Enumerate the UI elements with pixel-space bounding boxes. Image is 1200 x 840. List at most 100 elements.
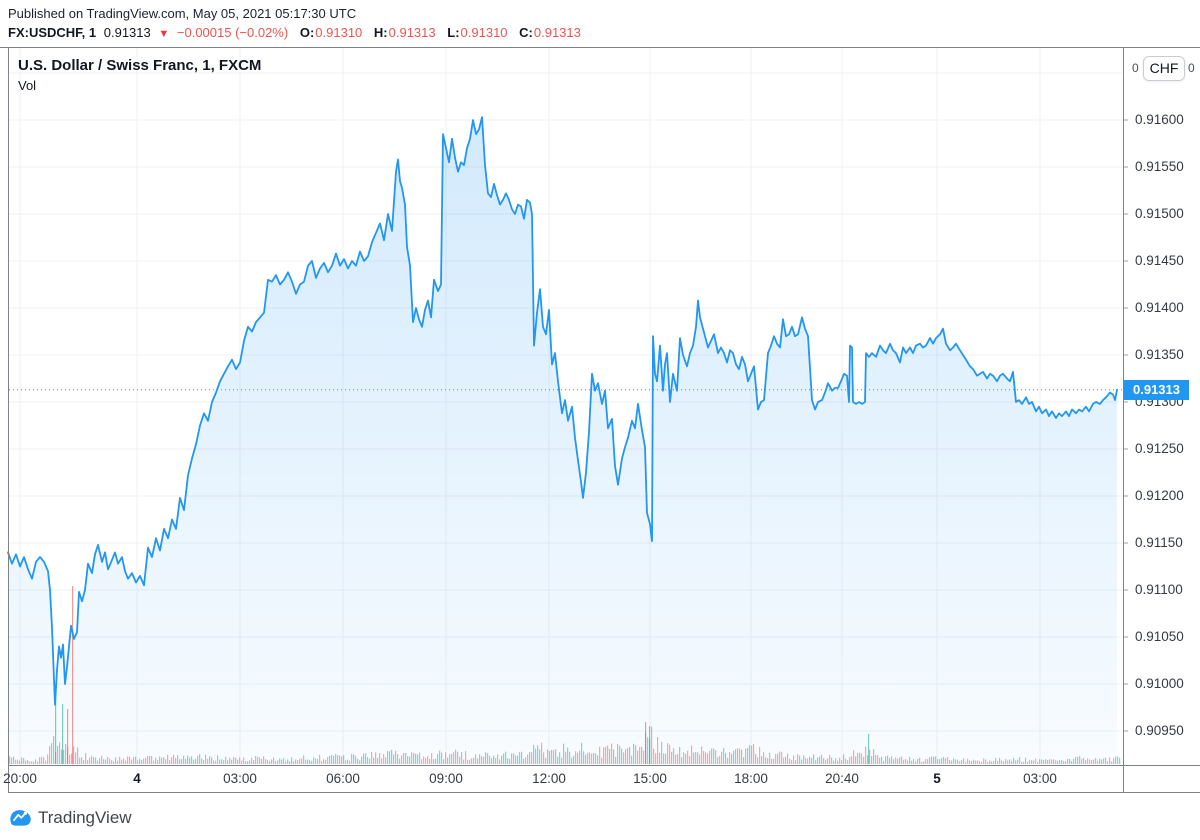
volume-bar — [113, 761, 115, 764]
volume-bar — [479, 754, 481, 764]
volume-bar — [459, 756, 461, 764]
volume-bar — [741, 749, 743, 764]
volume-bar — [675, 754, 677, 764]
volume-bar — [1053, 759, 1055, 764]
volume-spike-bar — [72, 586, 74, 764]
volume-bar — [1051, 759, 1053, 764]
tradingview-logo-icon[interactable] — [8, 804, 34, 830]
volume-bar — [179, 759, 181, 764]
volume-bar — [513, 753, 515, 764]
price-axis-label: 0.91250 — [1135, 441, 1184, 456]
volume-bar — [759, 746, 761, 764]
volume-bar — [185, 758, 187, 764]
volume-bar — [91, 755, 93, 764]
volume-bar — [83, 760, 85, 764]
volume-bar — [337, 755, 339, 764]
volume-bar — [441, 752, 443, 764]
currency-button[interactable]: CHF — [1143, 56, 1185, 81]
volume-bar — [333, 755, 335, 764]
volume-bar — [175, 757, 177, 764]
volume-bar — [339, 755, 341, 764]
volume-bar — [41, 756, 43, 764]
volume-bar — [443, 759, 445, 764]
volume-bar — [1085, 760, 1087, 764]
volume-bar — [913, 759, 915, 764]
volume-bar — [1111, 761, 1113, 764]
volume-bar — [629, 746, 631, 764]
volume-bar — [165, 759, 167, 764]
volume-bar — [207, 758, 209, 764]
volume-bar — [245, 761, 247, 764]
volume-bar — [829, 754, 831, 764]
volume-bar — [929, 757, 931, 764]
volume-bar — [565, 751, 567, 764]
volume-bar — [897, 758, 899, 764]
plot-right-border — [1123, 47, 1124, 793]
ticker-symbol: FX:USDCHF, 1 — [8, 25, 97, 40]
volume-bar — [969, 760, 971, 764]
volume-bar — [25, 760, 27, 764]
volume-bar — [181, 759, 183, 764]
volume-bar — [883, 761, 885, 764]
volume-bar — [1101, 759, 1103, 764]
volume-bar — [687, 750, 689, 764]
volume-bar — [237, 759, 239, 764]
volume-bar — [999, 757, 1001, 764]
volume-bar — [1019, 757, 1021, 764]
volume-bar — [1011, 761, 1013, 764]
volume-bar — [813, 754, 815, 764]
volume-bar — [731, 753, 733, 764]
volume-bar — [933, 756, 935, 764]
volume-bar — [195, 758, 197, 764]
volume-bar — [229, 757, 231, 764]
volume-bar — [1021, 761, 1023, 764]
volume-bar — [279, 758, 281, 764]
volume-bar — [1035, 758, 1037, 764]
volume-bar — [587, 752, 589, 764]
volume-bar — [857, 752, 859, 764]
volume-bar — [1079, 756, 1081, 764]
volume-bar — [297, 759, 299, 764]
volume-bar — [51, 742, 53, 764]
price-axis-label: 0.91500 — [1135, 206, 1184, 221]
volume-bar — [801, 759, 803, 764]
volume-bar — [871, 755, 873, 764]
volume-bar — [353, 754, 355, 764]
down-triangle-icon: ▼ — [158, 28, 170, 40]
volume-bar — [295, 759, 297, 764]
volume-bar — [21, 757, 23, 764]
volume-bar — [375, 752, 377, 764]
volume-bar — [141, 759, 143, 764]
volume-bar — [773, 758, 775, 764]
volume-bar — [711, 748, 713, 764]
volume-bar — [643, 750, 645, 764]
time-axis-label: 20:40 — [825, 771, 859, 786]
volume-bar — [273, 757, 275, 764]
volume-bar — [485, 752, 487, 764]
time-axis[interactable]: 20:00 4 03:00 06:00 09:00 12:00 15:00 18:00 20:4… — [3, 765, 1123, 792]
volume-bar — [797, 754, 799, 764]
volume-bar — [143, 758, 145, 764]
volume-bar — [755, 753, 757, 764]
volume-bar — [85, 753, 87, 764]
volume-bar — [791, 759, 793, 764]
volume-bar — [53, 736, 55, 764]
volume-bar — [63, 749, 65, 764]
volume-bar — [367, 757, 369, 764]
brand-name: TradingView — [38, 808, 132, 827]
volume-bar — [417, 754, 419, 764]
volume-bar — [231, 759, 233, 764]
time-axis-label: 4 — [133, 771, 141, 786]
volume-bar — [199, 754, 201, 764]
volume-bar — [1115, 756, 1117, 764]
volume-bar — [1105, 757, 1107, 764]
volume-bar — [471, 758, 473, 764]
volume-bar — [1059, 760, 1061, 764]
volume-bar — [921, 761, 923, 764]
volume-bar — [81, 757, 83, 764]
volume-bar — [235, 757, 237, 764]
price-axis[interactable]: 0 CHF 0 0.91313 0.91600 0.91550 0.91500 0.9… — [1123, 47, 1200, 765]
volume-bar — [49, 745, 51, 764]
volume-bar — [537, 745, 539, 764]
